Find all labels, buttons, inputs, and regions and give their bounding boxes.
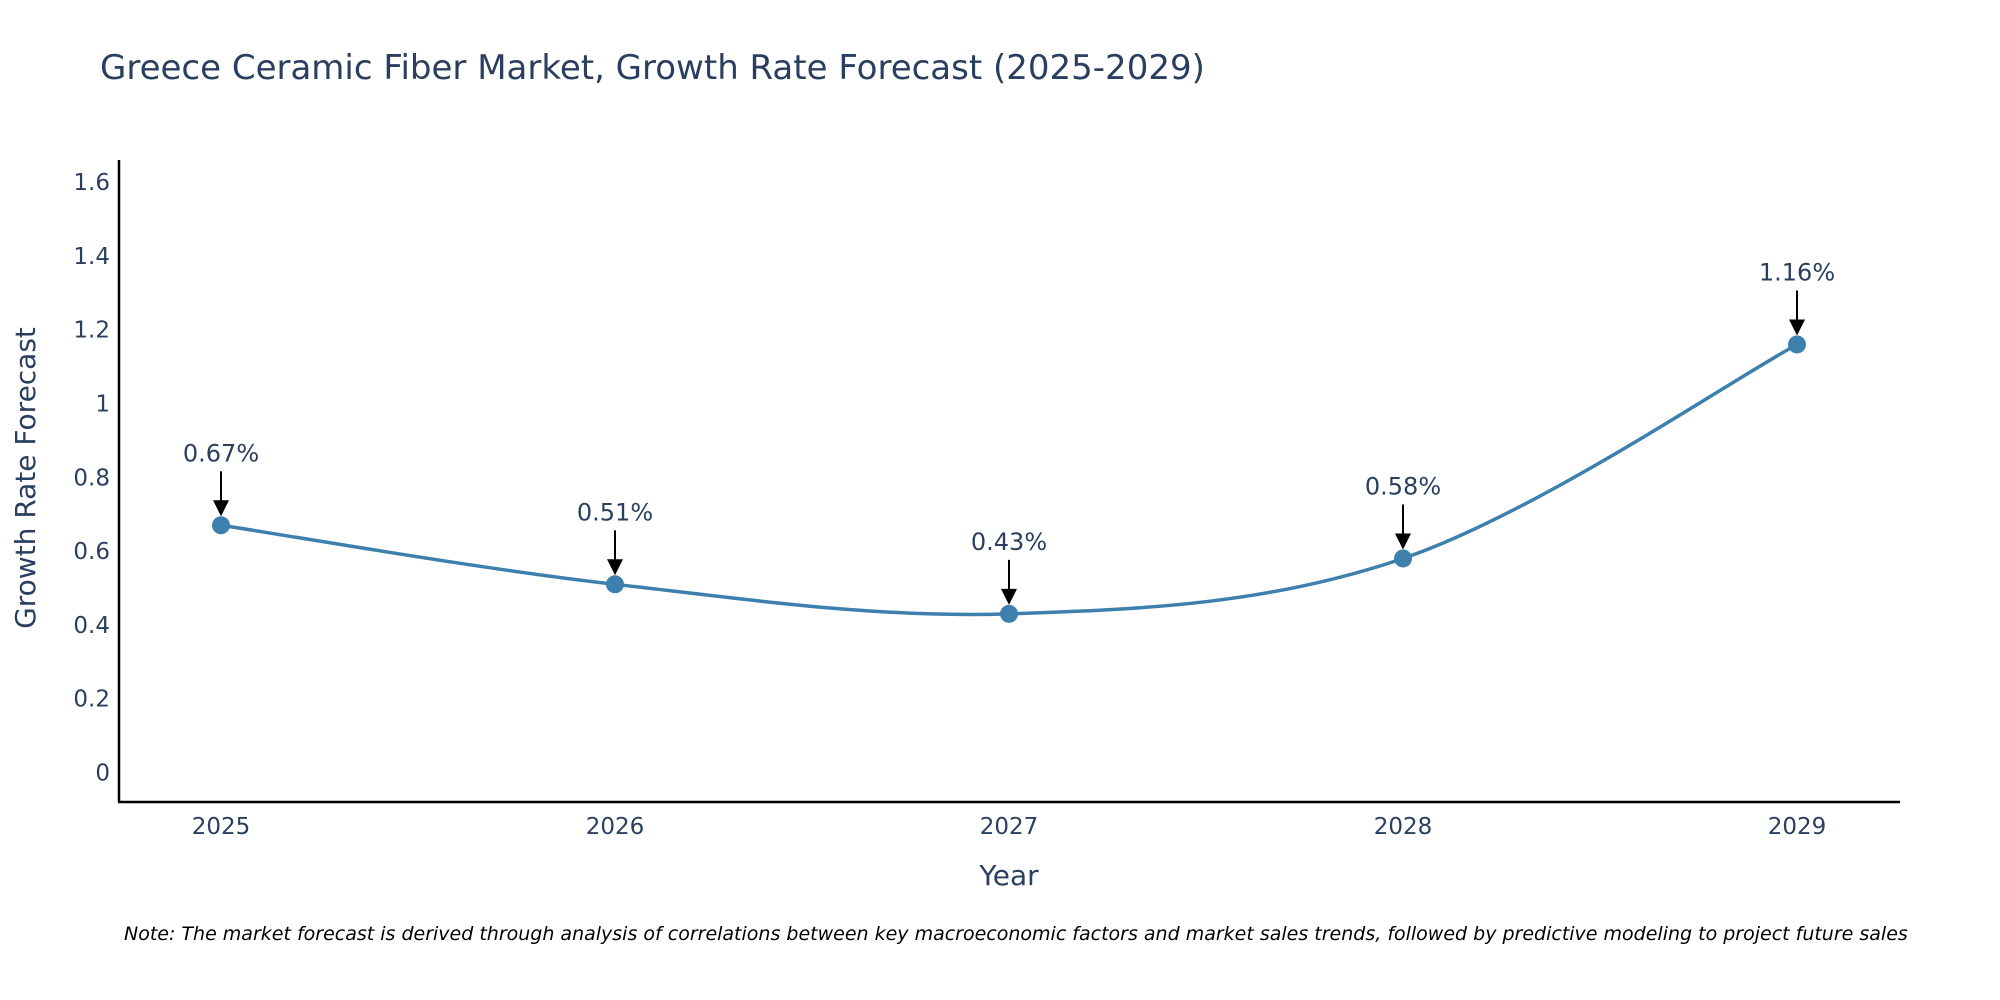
y-tick-label: 0.6: [73, 539, 110, 565]
y-tick-label: 0.4: [73, 613, 110, 639]
data-label: 0.67%: [183, 439, 259, 467]
data-markers: [212, 335, 1806, 623]
y-tick-label: 1.2: [73, 318, 110, 344]
x-tick-label: 2025: [192, 814, 251, 840]
data-point: [212, 516, 230, 535]
y-axis-ticks: 0 0.2 0.4 0.6 0.8 1 1.2 1.4 1.6: [73, 170, 110, 786]
y-tick-label: 0: [95, 760, 110, 786]
x-tick-label: 2026: [586, 814, 645, 840]
footnote: Note: The market forecast is derived thr…: [124, 923, 1908, 945]
y-tick-label: 0.8: [73, 465, 110, 491]
y-tick-label: 1: [95, 392, 110, 418]
x-axis-ticks: 2025 2026 2027 2028 2029: [192, 814, 1827, 840]
y-axis-title: Growth Rate Forecast: [9, 327, 42, 629]
data-point: [606, 575, 624, 594]
annotation-arrow-head: [607, 559, 623, 576]
series-line: [220, 342, 1798, 617]
x-tick-label: 2027: [980, 814, 1039, 840]
chart-title: Greece Ceramic Fiber Market, Growth Rate…: [100, 48, 1205, 88]
data-label: 0.58%: [1365, 472, 1441, 500]
annotation-arrow-head: [213, 500, 229, 517]
y-tick-label: 1.6: [73, 170, 110, 196]
y-tick-label: 1.4: [73, 244, 110, 270]
data-label: 0.43%: [971, 528, 1047, 556]
annotation-arrow-head: [1001, 588, 1017, 605]
data-label: 1.16%: [1759, 258, 1835, 286]
data-label: 0.51%: [577, 498, 653, 526]
x-axis-title: Year: [978, 859, 1039, 892]
data-annotations: 0.67% 0.51% 0.43% 0.58% 1.16%: [183, 258, 1835, 605]
data-point: [1788, 335, 1806, 354]
data-point: [1394, 549, 1412, 568]
annotation-arrow-head: [1395, 533, 1411, 550]
x-tick-label: 2029: [1768, 814, 1827, 840]
x-tick-label: 2028: [1374, 814, 1433, 840]
annotation-arrow-head: [1789, 319, 1805, 336]
y-tick-label: 0.2: [73, 687, 110, 713]
data-point: [1000, 604, 1018, 623]
